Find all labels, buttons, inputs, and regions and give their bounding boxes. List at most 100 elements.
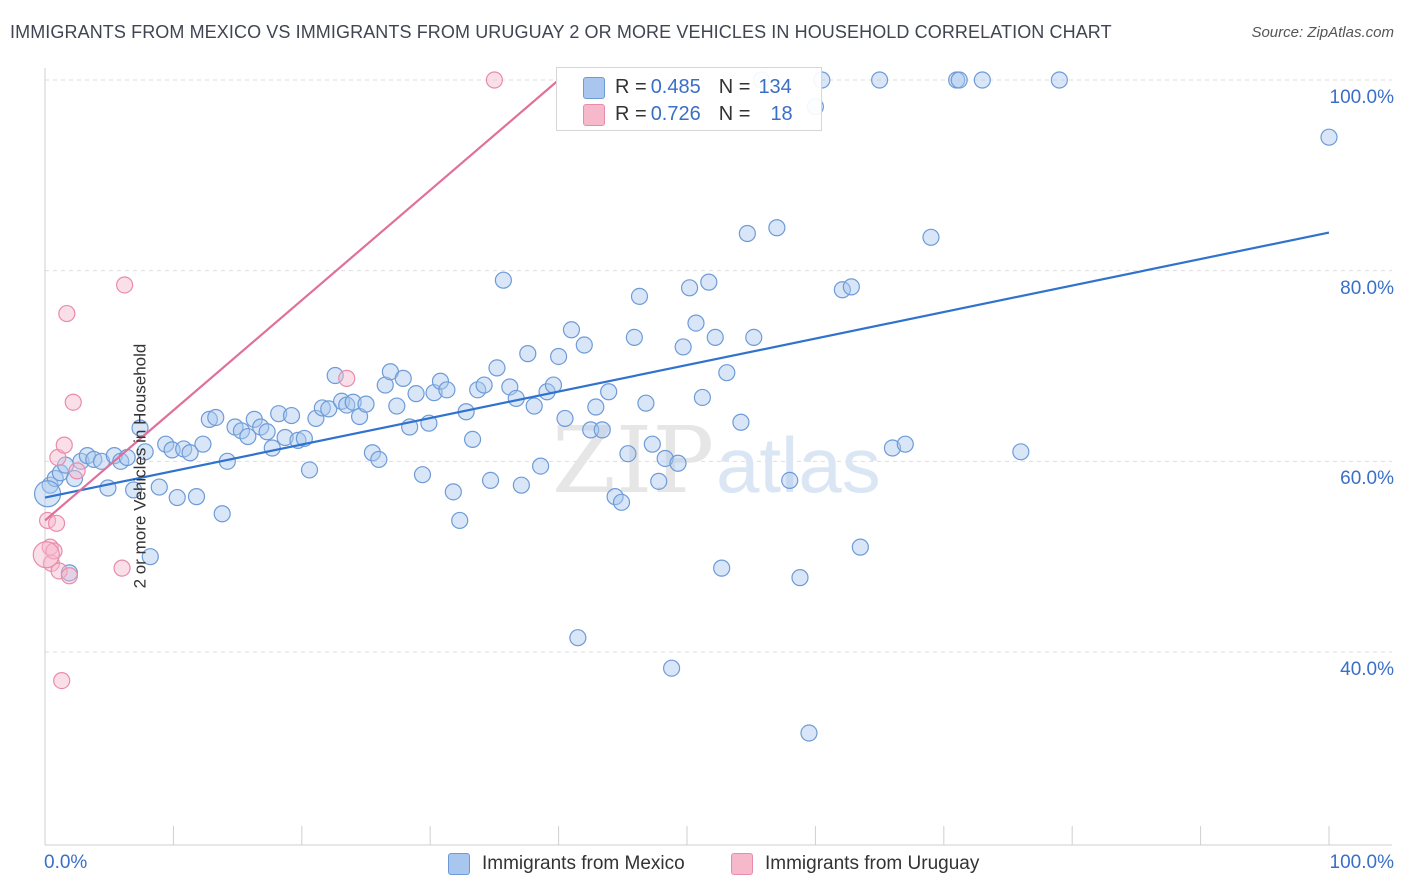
mexico-point (781, 471, 799, 489)
mexico-point (643, 435, 661, 453)
source-credit: Source: ZipAtlas.com (1251, 24, 1394, 41)
mexico-point (239, 427, 257, 446)
mexico-point (438, 381, 456, 399)
grid (45, 79, 1392, 653)
mexico-point (674, 338, 692, 356)
legend-swatch-uruguay (583, 104, 605, 126)
mexico-point (481, 471, 500, 489)
uruguay-point (113, 559, 131, 577)
uruguay-point (55, 436, 73, 454)
mexico-point (593, 421, 611, 439)
mexico-point (556, 409, 574, 428)
mexico-point (630, 287, 649, 306)
legend-r-value-uruguay: 0.726 (650, 102, 701, 125)
chart-title: IMMIGRANTS FROM MEXICO VS IMMIGRANTS FRO… (10, 22, 1112, 42)
legend-r-value-mexico: 0.485 (650, 75, 701, 98)
uruguay-point (60, 567, 78, 585)
legend-n-label: N = (718, 75, 751, 98)
mexico-point (549, 347, 568, 366)
y-tick-label: 100.0% (1329, 87, 1394, 108)
mexico-point (258, 423, 276, 441)
trend-line-mexico (44, 231, 1330, 499)
mexico-point (1050, 71, 1068, 89)
mexico-point (263, 439, 281, 457)
mexico-point (587, 398, 605, 416)
mexico-point (669, 454, 687, 472)
uruguay-point (58, 304, 76, 323)
uruguay-point (338, 369, 356, 387)
legend-n-label: N = (718, 102, 751, 125)
uruguay-point (64, 393, 82, 411)
bottom-legend-label-uruguay: Immigrants from Uruguay (765, 853, 980, 874)
mexico-point (532, 457, 550, 475)
mexico-point (525, 397, 543, 415)
trend-lines (44, 79, 1330, 522)
mexico-point (1320, 128, 1338, 146)
mexico-point (475, 376, 493, 394)
mexico-point (200, 410, 218, 428)
mexico-point (562, 321, 581, 339)
mexico-point (842, 278, 860, 296)
mexico-point (124, 481, 143, 499)
mexico-point (693, 388, 712, 407)
mexico-point (300, 461, 319, 479)
mexico-point (950, 71, 968, 89)
mexico-point (413, 466, 432, 484)
mexico-point (370, 450, 388, 469)
bottom-legend-swatch-mexico (448, 853, 470, 875)
mexico-point (745, 328, 763, 346)
mexico-point (207, 408, 225, 427)
legend-r-label: R = (615, 102, 647, 125)
mexico-point (444, 483, 462, 501)
stats-legend: R = 0.485 N = 134 R = 0.726 N = 18 (556, 67, 822, 131)
mexico-point (625, 328, 643, 346)
y-tick-label: 40.0% (1340, 659, 1394, 680)
watermark-atlas: atlas (716, 421, 881, 509)
mexico-point (307, 409, 325, 428)
mexico-point (851, 538, 869, 556)
mexico-point (394, 369, 412, 387)
x-tick-label-max: 100.0% (1329, 852, 1394, 873)
mexico-point (282, 406, 301, 425)
mexico-point (512, 476, 530, 494)
mexico-point (136, 443, 154, 461)
mexico-point (141, 548, 159, 566)
legend-n-value-uruguay: 18 (770, 102, 793, 125)
mexico-point (431, 372, 450, 390)
uruguay-point (53, 671, 71, 690)
mexico-point (732, 413, 750, 431)
mexico-point (463, 430, 482, 449)
mexico-point (569, 629, 587, 647)
mexico-point (800, 724, 818, 742)
uruguay-point (50, 562, 68, 580)
mexico-point (519, 345, 537, 363)
mexico-point (687, 314, 705, 332)
mexico-point (181, 444, 199, 462)
mexico-point (619, 445, 637, 463)
uruguay-point (47, 514, 66, 532)
uruguay-point (32, 541, 60, 569)
mexico-point (650, 472, 668, 490)
mexico-point (213, 505, 231, 523)
mexico-point (270, 405, 288, 423)
bottom-legend-mexico: Immigrants from Mexico (448, 852, 685, 876)
bottom-legend-label-mexico: Immigrants from Mexico (482, 853, 685, 874)
mexico-point (344, 393, 362, 411)
legend-swatch-mexico (583, 77, 605, 99)
mexico-point (738, 224, 756, 243)
mexico-point (637, 394, 655, 412)
legend-row-uruguay: R = 0.726 N = 18 (615, 102, 793, 126)
legend-row-mexico: R = 0.485 N = 134 (615, 75, 792, 99)
x-tick-label-min: 0.0% (44, 852, 88, 873)
mexico-point (922, 228, 940, 246)
mexico-point (662, 659, 681, 677)
mexico-point (357, 395, 375, 413)
mexico-point (363, 444, 382, 462)
y-axis-label: 2 or more Vehicles in Household (130, 343, 150, 589)
uruguay-point (485, 71, 503, 89)
series-uruguay (32, 71, 503, 690)
mexico-point (150, 478, 168, 496)
mexico-point (407, 385, 425, 403)
y-tick-label: 60.0% (1340, 468, 1394, 490)
